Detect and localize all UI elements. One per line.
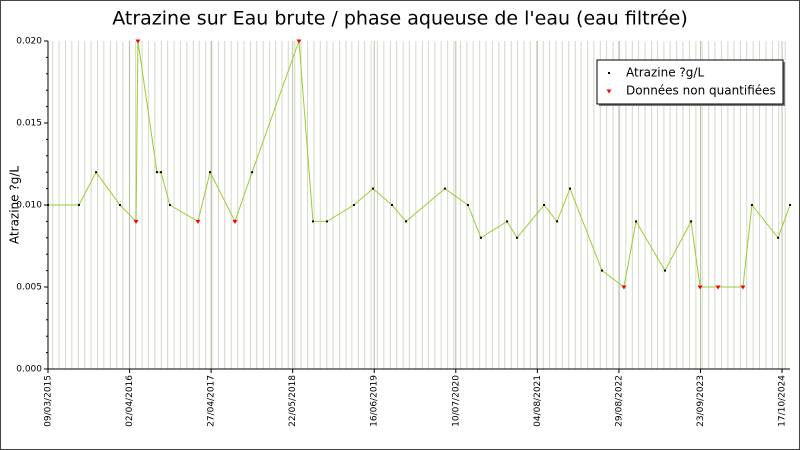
x-tick-label: 04/08/2021: [533, 375, 543, 427]
marker: [209, 171, 212, 174]
marker: [635, 220, 638, 223]
marker: [600, 269, 603, 272]
marker: [516, 236, 519, 239]
marker: [47, 204, 49, 206]
marker: [777, 236, 780, 239]
x-tick-label: 10/07/2020: [451, 375, 461, 427]
marker: [789, 204, 791, 206]
marker: [479, 236, 482, 239]
marker: [325, 220, 328, 223]
x-tick-label: 23/09/2023: [696, 375, 706, 427]
marker: [663, 269, 666, 272]
marker: [556, 220, 559, 223]
legend-label: Données non quantifiées: [626, 84, 776, 98]
legend-label: Atrazine ?g/L: [626, 66, 704, 80]
x-tick-label: 02/04/2016: [125, 375, 135, 427]
marker: [740, 285, 746, 290]
marker: [697, 285, 703, 290]
marker: [95, 171, 98, 174]
y-tick-label: 0.020: [16, 37, 42, 47]
x-tick-label: 09/03/2015: [44, 375, 54, 427]
marker: [311, 220, 314, 223]
marker: [621, 285, 627, 290]
marker: [568, 187, 571, 190]
x-tick-label: 16/06/2019: [370, 375, 380, 427]
y-tick-label: 0.015: [16, 119, 42, 129]
marker: [135, 39, 141, 44]
x-tick-label: 17/10/2024: [778, 375, 788, 427]
marker: [543, 204, 546, 206]
marker: [371, 187, 374, 190]
marker: [506, 220, 509, 223]
marker: [251, 171, 254, 174]
legend-marker: [606, 89, 612, 94]
marker: [690, 220, 693, 223]
marker: [443, 187, 446, 190]
y-axis-label: Atrazine ?g/L: [8, 166, 22, 244]
y-tick-label: 0.005: [16, 283, 42, 293]
marker: [195, 219, 201, 224]
legend-marker: [608, 72, 610, 74]
marker: [133, 219, 139, 224]
marker: [77, 204, 80, 206]
marker: [159, 171, 162, 174]
marker: [352, 204, 355, 206]
marker: [405, 220, 408, 223]
legend-box: [596, 59, 784, 105]
x-tick-label: 29/08/2022: [614, 375, 624, 427]
y-tick-label: 0.010: [16, 201, 42, 211]
marker: [715, 285, 721, 290]
marker: [118, 204, 121, 206]
marker: [466, 204, 469, 206]
marker: [750, 204, 753, 206]
x-tick-label: 22/05/2018: [288, 375, 298, 427]
marker: [232, 219, 238, 224]
y-tick-label: 0.000: [16, 365, 42, 375]
marker: [391, 204, 394, 206]
marker: [168, 204, 171, 206]
x-tick-label: 27/04/2017: [207, 375, 217, 427]
marker: [296, 39, 302, 44]
chart-title: Atrazine sur Eau brute / phase aqueuse d…: [112, 8, 688, 30]
marker: [155, 171, 158, 174]
